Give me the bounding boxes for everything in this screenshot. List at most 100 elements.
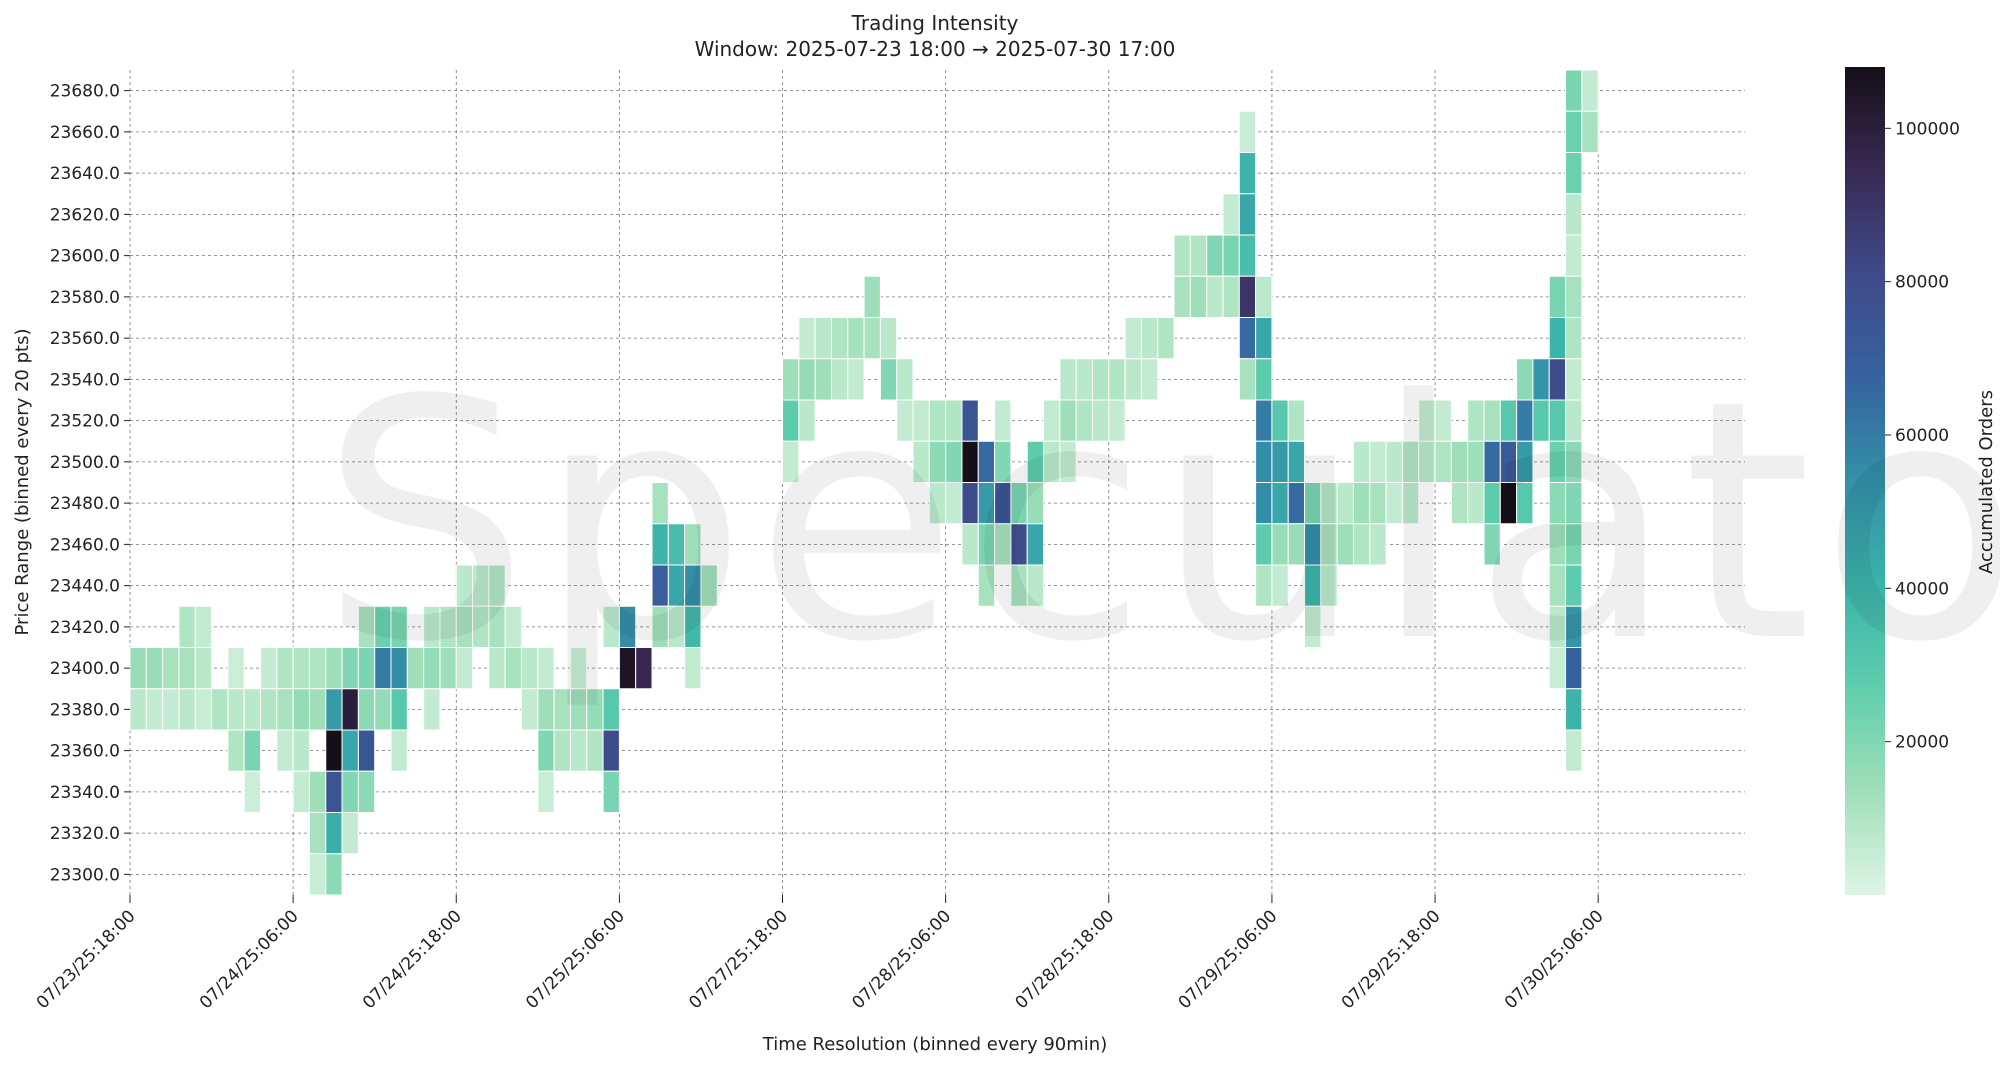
heatmap-cell	[782, 399, 800, 442]
heatmap-cell	[1271, 564, 1289, 607]
heatmap-cell	[1010, 523, 1028, 566]
heatmap-cell	[308, 647, 327, 690]
colorbar-tick-label: 100000	[1895, 119, 1960, 139]
heatmap-cell	[472, 605, 490, 648]
heatmap-cell	[651, 564, 669, 607]
heatmap-cell	[830, 358, 849, 401]
heatmap-cell	[1434, 399, 1452, 442]
heatmap-cell	[635, 647, 653, 690]
heatmap-cell	[1565, 564, 1583, 607]
heatmap-cell	[488, 647, 506, 690]
heatmap-cell	[1548, 647, 1567, 690]
heatmap-cell	[928, 440, 947, 483]
heatmap-cell	[1255, 358, 1273, 401]
heatmap-cell	[1516, 440, 1534, 483]
heatmap-cell	[129, 647, 147, 690]
heatmap-cell	[1206, 275, 1224, 318]
heatmap-cells	[129, 69, 1599, 896]
heatmap-cell	[325, 647, 343, 690]
heatmap-cell	[1467, 440, 1485, 483]
heatmap-cell	[1059, 358, 1077, 401]
heatmap-cell	[977, 482, 996, 525]
heatmap-cell	[1565, 152, 1583, 195]
heatmap-cell	[1091, 358, 1110, 401]
heatmap-cell	[1565, 110, 1583, 153]
heatmap-cell	[847, 317, 865, 360]
colorbar-tick-label: 60000	[1895, 426, 1949, 446]
heatmap-cell	[1467, 399, 1485, 442]
heatmap-cell	[1206, 234, 1224, 277]
heatmap-cell	[928, 482, 947, 525]
heatmap-cell	[1516, 358, 1534, 401]
heatmap-cell	[194, 688, 213, 731]
heatmap-cell	[1304, 523, 1322, 566]
heatmap-cell	[1108, 358, 1126, 401]
heatmap-cell	[178, 647, 196, 690]
heatmap-cell	[602, 605, 620, 648]
heatmap-cell	[406, 647, 425, 690]
heatmap-cell	[586, 688, 604, 731]
heatmap-cell	[782, 358, 800, 401]
y-tick-label: 23380.0	[50, 700, 120, 720]
heatmap-cell	[602, 770, 620, 813]
heatmap-cell	[928, 399, 947, 442]
heatmap-cell	[1548, 440, 1567, 483]
heatmap-cell	[374, 605, 392, 648]
heatmap-cell	[1108, 399, 1126, 442]
heatmap-cell	[618, 647, 637, 690]
heatmap-cell	[1450, 440, 1469, 483]
heatmap-cell	[1238, 234, 1257, 277]
heatmap-cell	[194, 647, 213, 690]
heatmap-cell	[1499, 482, 1518, 525]
heatmap-cell	[1532, 399, 1550, 442]
heatmap-cell	[292, 647, 310, 690]
heatmap-cell	[1238, 358, 1257, 401]
heatmap-cell	[537, 729, 555, 772]
heatmap-cell	[145, 688, 164, 731]
heatmap-cell	[667, 523, 686, 566]
heatmap-cell	[912, 399, 930, 442]
heatmap-cell	[1255, 523, 1273, 566]
heatmap-cell	[814, 358, 832, 401]
heatmap-cell	[1565, 482, 1583, 525]
heatmap-cell	[227, 688, 245, 731]
heatmap-cell	[1140, 317, 1159, 360]
heatmap-cell	[945, 440, 963, 483]
heatmap-cell	[1271, 482, 1289, 525]
heatmap-cell	[1483, 399, 1501, 442]
heatmap-cell	[537, 688, 555, 731]
heatmap-cell	[1548, 564, 1567, 607]
y-tick-label: 23620.0	[50, 205, 120, 225]
y-tick-label: 23500.0	[50, 453, 120, 473]
heatmap-cell	[455, 647, 474, 690]
heatmap-cell	[1565, 688, 1583, 731]
heatmap-cell	[1255, 275, 1273, 318]
heatmap-cell	[1352, 440, 1371, 483]
heatmap-cell	[1304, 605, 1322, 648]
x-tick-label: 07/23/25:18:00	[33, 906, 140, 1013]
heatmap-cell	[325, 729, 343, 772]
heatmap-cell	[488, 605, 506, 648]
heatmap-cell	[1434, 440, 1452, 483]
heatmap-cell	[700, 564, 718, 607]
heatmap-cell	[260, 647, 278, 690]
heatmap-cell	[325, 812, 343, 855]
heatmap-cell	[276, 688, 294, 731]
heatmap-cell	[423, 605, 441, 648]
y-tick-label: 23600.0	[50, 247, 120, 267]
heatmap-cell	[1255, 564, 1273, 607]
heatmap-cell	[1124, 317, 1142, 360]
heatmap-cell	[1385, 440, 1403, 483]
heatmap-cell	[178, 688, 196, 731]
chart-title: Trading Intensity	[851, 11, 1019, 35]
y-tick-label: 23420.0	[50, 618, 120, 638]
heatmap-cell	[961, 482, 979, 525]
heatmap-cell	[308, 688, 327, 731]
heatmap-cell	[1483, 482, 1501, 525]
heatmap-cell	[1255, 482, 1273, 525]
heatmap-cell	[1548, 275, 1567, 318]
heatmap-cell	[162, 647, 180, 690]
heatmap-cell	[1369, 482, 1387, 525]
